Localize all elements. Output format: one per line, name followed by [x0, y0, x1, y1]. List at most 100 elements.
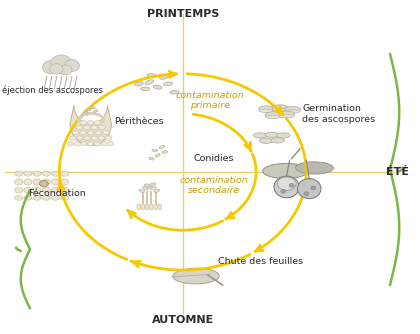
Ellipse shape: [150, 183, 156, 186]
Text: contamination
secondaire: contamination secondaire: [180, 176, 249, 195]
Ellipse shape: [81, 142, 87, 146]
Ellipse shape: [86, 109, 91, 111]
Ellipse shape: [277, 177, 296, 190]
Circle shape: [311, 186, 316, 190]
Ellipse shape: [152, 149, 158, 152]
Ellipse shape: [52, 171, 60, 176]
Ellipse shape: [145, 80, 153, 85]
Ellipse shape: [15, 171, 23, 176]
Ellipse shape: [94, 142, 100, 146]
Ellipse shape: [33, 171, 41, 176]
Ellipse shape: [101, 142, 107, 146]
Ellipse shape: [145, 204, 149, 210]
Circle shape: [42, 60, 59, 74]
Ellipse shape: [24, 179, 32, 185]
Ellipse shape: [60, 187, 69, 193]
Circle shape: [289, 183, 294, 187]
Ellipse shape: [153, 85, 162, 89]
Ellipse shape: [134, 82, 143, 86]
Ellipse shape: [70, 136, 76, 140]
Ellipse shape: [265, 112, 281, 118]
Text: éjection des ascospores: éjection des ascospores: [2, 86, 102, 95]
Ellipse shape: [98, 136, 105, 140]
Ellipse shape: [68, 142, 74, 146]
Ellipse shape: [24, 187, 32, 193]
Ellipse shape: [144, 184, 150, 187]
Circle shape: [50, 63, 63, 74]
Text: Chute des feuilles: Chute des feuilles: [218, 257, 304, 266]
Ellipse shape: [142, 187, 148, 190]
Ellipse shape: [266, 115, 281, 119]
Circle shape: [64, 59, 79, 71]
Ellipse shape: [15, 179, 23, 185]
Text: Fécondation: Fécondation: [28, 189, 86, 198]
Ellipse shape: [39, 181, 48, 187]
Ellipse shape: [90, 107, 95, 109]
Ellipse shape: [274, 176, 299, 198]
Ellipse shape: [108, 142, 114, 146]
Ellipse shape: [52, 179, 60, 185]
Ellipse shape: [80, 131, 87, 135]
Ellipse shape: [42, 171, 50, 176]
Ellipse shape: [139, 189, 145, 192]
Ellipse shape: [162, 151, 168, 153]
Ellipse shape: [42, 179, 50, 185]
Ellipse shape: [33, 179, 41, 185]
Ellipse shape: [60, 171, 69, 176]
Ellipse shape: [24, 171, 32, 176]
Ellipse shape: [33, 196, 41, 200]
Ellipse shape: [60, 196, 69, 200]
Ellipse shape: [158, 204, 162, 210]
Ellipse shape: [84, 136, 90, 140]
Ellipse shape: [77, 136, 83, 140]
Ellipse shape: [285, 110, 300, 113]
Ellipse shape: [150, 204, 153, 210]
Ellipse shape: [159, 146, 165, 149]
Ellipse shape: [141, 87, 150, 91]
Ellipse shape: [72, 131, 79, 135]
Text: Germination
des ascospores: Germination des ascospores: [302, 104, 375, 124]
Ellipse shape: [33, 187, 41, 193]
Ellipse shape: [149, 157, 154, 160]
Ellipse shape: [151, 187, 156, 190]
Ellipse shape: [93, 110, 98, 112]
Ellipse shape: [80, 121, 87, 125]
Ellipse shape: [84, 125, 90, 130]
Circle shape: [59, 65, 72, 75]
Ellipse shape: [91, 125, 98, 130]
Ellipse shape: [83, 111, 88, 113]
Ellipse shape: [278, 111, 294, 117]
Circle shape: [51, 55, 72, 71]
Ellipse shape: [76, 125, 83, 130]
Ellipse shape: [94, 121, 101, 125]
Ellipse shape: [279, 115, 294, 118]
Ellipse shape: [60, 179, 69, 185]
Ellipse shape: [42, 187, 50, 193]
Ellipse shape: [160, 75, 168, 79]
Ellipse shape: [15, 187, 23, 193]
Ellipse shape: [297, 179, 321, 199]
Ellipse shape: [87, 121, 94, 125]
Text: Conidies: Conidies: [193, 154, 234, 163]
Ellipse shape: [273, 108, 287, 112]
Ellipse shape: [254, 133, 267, 138]
Ellipse shape: [271, 138, 284, 143]
Ellipse shape: [272, 105, 288, 111]
Ellipse shape: [95, 131, 102, 135]
Text: PRINTEMPS: PRINTEMPS: [147, 9, 219, 19]
Ellipse shape: [88, 142, 94, 146]
Ellipse shape: [154, 204, 158, 210]
Ellipse shape: [265, 132, 278, 137]
Ellipse shape: [91, 136, 97, 140]
Text: AUTOMNE: AUTOMNE: [152, 315, 214, 325]
Ellipse shape: [24, 196, 32, 200]
Polygon shape: [262, 163, 309, 178]
Ellipse shape: [276, 133, 290, 138]
Circle shape: [281, 189, 286, 193]
Circle shape: [39, 180, 48, 187]
Text: ÉTÉ: ÉTÉ: [386, 167, 409, 177]
Ellipse shape: [259, 106, 274, 112]
Ellipse shape: [137, 204, 141, 210]
Ellipse shape: [155, 154, 160, 157]
Ellipse shape: [147, 74, 156, 77]
